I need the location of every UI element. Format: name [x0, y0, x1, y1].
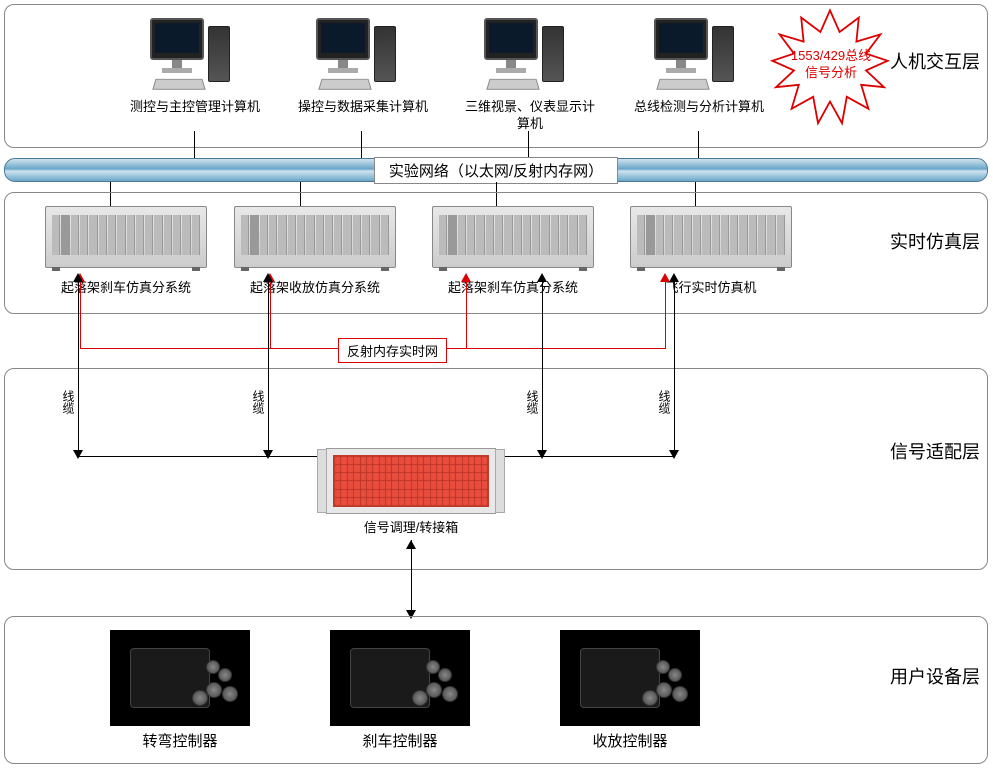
- cable-line: [268, 280, 269, 456]
- pc-measurement: [150, 18, 240, 96]
- reflect-net-drop: [466, 280, 467, 348]
- layer-hmi-label: 人机交互层: [890, 50, 980, 75]
- pc-measurement-label: 测控与主控管理计算机: [130, 99, 260, 116]
- chassis-brake1: [45, 206, 207, 268]
- text: 人机交互层: [890, 52, 980, 72]
- reflect-net-label: 反射内存实时网: [338, 338, 447, 363]
- conn-line: [528, 131, 529, 158]
- reflect-net-drop: [80, 280, 81, 348]
- chassis-extend-label: 起落架收放仿真分系统: [234, 280, 396, 297]
- layer-sim-label: 实时仿真层: [890, 230, 980, 255]
- ctrl-brake: [330, 630, 470, 726]
- arrow-icon: [669, 273, 679, 282]
- cable-line: [496, 456, 674, 457]
- layer-user-label: 用户设备层: [890, 665, 980, 690]
- junction-box-label: 信号调理/转接箱: [326, 520, 496, 537]
- conn-line: [411, 540, 412, 616]
- starburst-text: 1553/429总线信号分析: [788, 48, 874, 82]
- arrow-icon: [263, 273, 273, 282]
- reflect-net-drop: [270, 280, 271, 348]
- cable-label: 线缆: [524, 390, 541, 414]
- ctrl-extend-label: 收放控制器: [560, 732, 700, 752]
- ctrl-turn: [110, 630, 250, 726]
- conn-line: [698, 131, 699, 158]
- conn-line: [361, 131, 362, 158]
- cable-label: 线缆: [250, 390, 267, 414]
- cable-line: [78, 280, 79, 456]
- arrow-icon: [73, 450, 83, 459]
- arrow-icon: [406, 540, 416, 549]
- ctrl-brake-label: 刹车控制器: [330, 732, 470, 752]
- pc-acquisition: [316, 18, 406, 96]
- pc-acquisition-label: 操控与数据采集计算机: [298, 99, 428, 116]
- reflect-net-drop: [665, 280, 666, 348]
- junction-box: [326, 448, 496, 514]
- pc-3dview: [484, 18, 574, 96]
- arrow-icon: [461, 273, 471, 282]
- conn-line: [194, 131, 195, 158]
- arrow-icon: [263, 450, 273, 459]
- pc-busanalyze-label: 总线检测与分析计算机: [634, 99, 764, 116]
- ctrl-extend: [560, 630, 700, 726]
- cable-label: 线缆: [60, 390, 77, 414]
- cable-line: [542, 280, 543, 456]
- chassis-extend: [234, 206, 396, 268]
- network-label-box: 实验网络（以太网/反射内存网）: [374, 157, 618, 184]
- cable-line: [674, 280, 675, 456]
- chassis-brake2-label: 起落架刹车仿真分系统: [432, 280, 594, 297]
- chassis-brake2: [432, 206, 594, 268]
- layer-adapter-label: 信号适配层: [890, 440, 980, 465]
- arrow-icon: [73, 273, 83, 282]
- pc-3dview-label: 三维视景、仪表显示计算机: [460, 99, 600, 133]
- chassis-brake1-label: 起落架刹车仿真分系统: [45, 280, 207, 297]
- arrow-icon: [537, 273, 547, 282]
- ctrl-turn-label: 转弯控制器: [110, 732, 250, 752]
- chassis-flight-label: 飞行实时仿真机: [630, 280, 792, 297]
- pc-busanalyze: [654, 18, 744, 96]
- arrow-icon: [669, 450, 679, 459]
- arrow-icon: [537, 450, 547, 459]
- chassis-flight: [630, 206, 792, 268]
- cable-label: 线缆: [656, 390, 673, 414]
- network-bar: 实验网络（以太网/反射内存网）: [4, 158, 988, 182]
